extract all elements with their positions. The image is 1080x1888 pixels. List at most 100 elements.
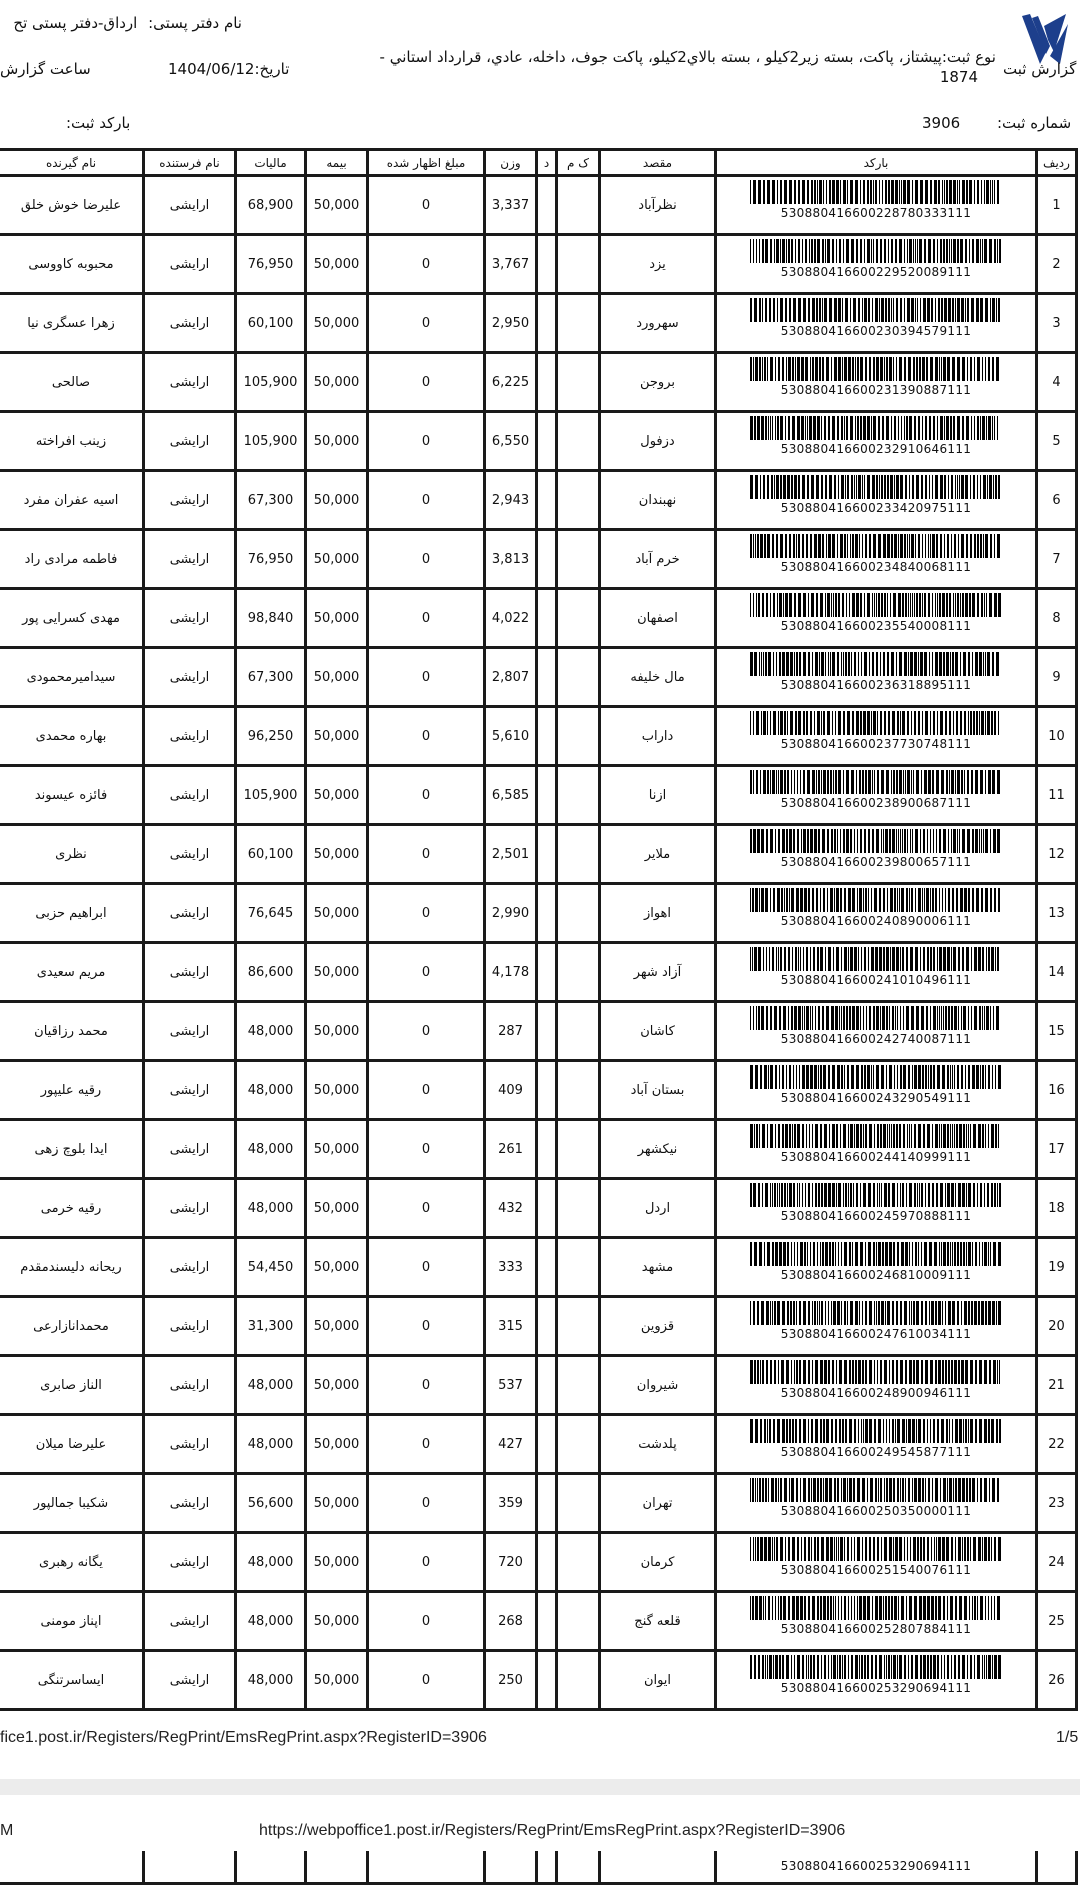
barcode-bar [812,652,813,676]
barcode-bar [937,1006,938,1030]
barcode-bar [791,475,793,499]
barcode-bar [835,711,836,735]
barcode-bar [821,475,823,499]
barcode-bar [854,652,856,676]
barcode-bar [947,534,949,558]
barcode-bar [968,652,970,676]
barcode-bar [939,1006,940,1030]
barcode-bar [813,1655,815,1679]
barcode-bar [808,1419,809,1443]
cell-declared-value: 0 [366,587,486,649]
cell-tax: 60,100 [234,823,307,885]
cell-d [535,587,558,649]
barcode-bar [832,711,833,735]
barcode-bar [803,1478,806,1502]
cell-row-number: 26 [1035,1649,1078,1711]
barcode-bar [987,711,990,735]
barcode-bar [766,829,768,853]
cell-weight: 6,550 [483,410,538,472]
barcode-bar [908,593,909,617]
barcode-bar [980,416,981,440]
barcode-bar [927,947,929,971]
report-date: تاریخ:1404/06/12 [168,60,290,78]
barcode-bar [865,1301,867,1325]
cell-barcode: 530880416600246810009111 [714,1236,1038,1298]
barcode-bar [841,1596,842,1620]
barcode-bar [973,1124,976,1148]
barcode-bar [882,1006,885,1030]
cell-declared-value: 0 [366,705,486,767]
barcode-bar [797,1537,799,1561]
barcode-bar [780,298,783,322]
barcode-bar [760,1419,762,1443]
cell-sender-name: ارایشی [142,410,237,472]
cell-insurance: 50,000 [304,1000,369,1062]
cell-destination: شیروان [598,1354,717,1416]
barcode-bar [928,1183,930,1207]
barcode-bar [922,593,923,617]
barcode-bar [912,1419,915,1443]
barcode-bar [803,829,806,853]
barcode-bar [759,1124,760,1148]
barcode-bar [867,239,870,263]
barcode-bar [947,357,950,381]
barcode-bar [766,947,767,971]
barcode-bar [970,1537,971,1561]
barcode-bar [764,1242,765,1266]
barcode-bar [907,1124,908,1148]
barcode-bar [820,888,821,912]
barcode-bar [753,357,754,381]
barcode-bar [763,652,764,676]
barcode-bar [946,416,949,440]
page2-header-left: M [0,1822,14,1839]
barcode-bar [880,652,881,676]
table-row: 3 530880416600230394579111 سهرورد 2,950 0 50,… [0,292,1078,354]
barcode-bar [828,1360,830,1384]
barcode-bar [907,1537,908,1561]
barcode-bar [910,593,911,617]
cell-sender-name: ارایشی [142,823,237,885]
barcode-bar [940,416,943,440]
barcode-bar [839,1360,842,1384]
cell-d [535,292,558,354]
barcode-bar [968,1301,970,1325]
barcode-bar [874,1124,875,1148]
barcode-bar [875,180,877,204]
barcode-bar [767,1655,768,1679]
barcode-bar [957,239,959,263]
barcode-bar [984,180,985,204]
barcode-bar [903,1006,904,1030]
barcode-bar [894,534,897,558]
cell-sender-name: ارایشی [142,941,237,1003]
barcode-bar [897,1183,898,1207]
barcode-bar [933,1065,935,1089]
cell-d [535,882,558,944]
barcode-bar [799,1183,800,1207]
column-header-sender-name: نام فرستنده [142,148,237,177]
cell-weight: 2,807 [483,646,538,708]
barcode-bar [812,1596,815,1620]
barcode-bar [919,239,922,263]
barcode-bar [982,1242,983,1266]
barcode-bar [955,1596,957,1620]
barcode-bar [863,416,866,440]
barcode-bar [980,770,983,794]
barcode-bar [754,652,757,676]
barcode-bar [935,357,938,381]
cell-weight: 287 [483,1000,538,1062]
barcode-bar [899,180,900,204]
cell-row-number: 24 [1035,1531,1078,1593]
barcode-bar [910,947,913,971]
barcode-bar [856,1124,859,1148]
barcode-bar [883,829,884,853]
barcode-bar [831,1655,832,1679]
barcode-bar [889,1419,890,1443]
barcode-bar [756,1124,758,1148]
barcode-bar [821,1655,822,1679]
barcode-bar [807,770,810,794]
barcode-bar [957,770,960,794]
page-indicator: 1/5 [1056,1729,1079,1746]
barcode-bar [891,298,892,322]
barcode-bar [762,298,763,322]
barcode-bar [805,357,808,381]
